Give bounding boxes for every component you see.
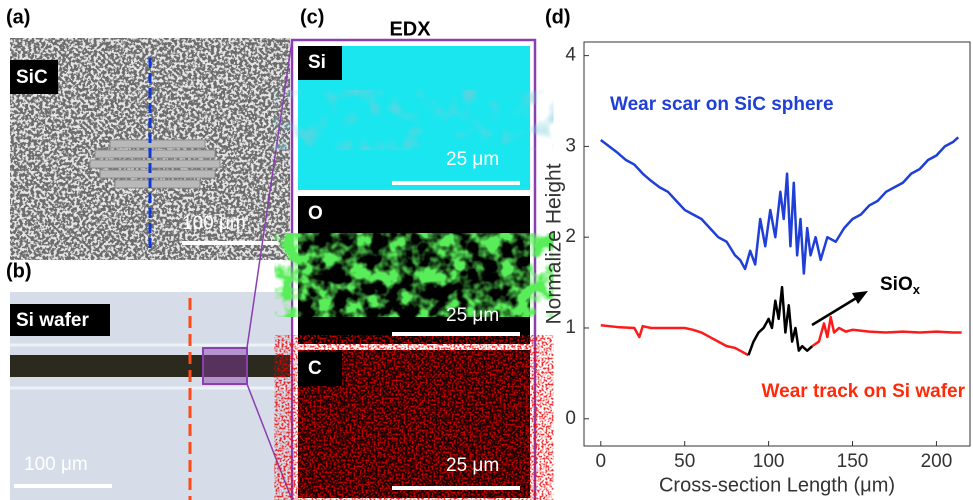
wear-track <box>10 355 290 377</box>
x-axis-label: Cross-section Length (μm) <box>659 474 895 496</box>
y-tick-label: 3 <box>565 135 576 156</box>
zoom-line <box>246 39 293 349</box>
panel-title: EDX <box>389 18 431 40</box>
annotation-text: Wear track on Si wafer <box>762 381 966 402</box>
x-tick-label: 200 <box>921 451 953 472</box>
tag-box <box>298 46 342 80</box>
tag: C <box>308 358 322 379</box>
tag: O <box>308 203 323 224</box>
y-tick-label: 1 <box>565 317 576 338</box>
x-tick-label: 100 <box>753 451 785 472</box>
tag-box <box>10 304 110 336</box>
tag: SiC <box>16 67 48 88</box>
o-map-band <box>298 240 530 310</box>
data-line <box>600 136 960 275</box>
zoom-line <box>246 383 293 500</box>
zoom-box <box>202 347 248 385</box>
si-map-band <box>298 95 530 145</box>
scale-label: 100 μm <box>182 213 246 234</box>
y-tick-label: 4 <box>565 45 576 66</box>
plot-area <box>583 41 971 447</box>
data-line <box>747 285 814 356</box>
tag: Si wafer <box>16 310 89 331</box>
x-tick-label: 0 <box>595 451 606 472</box>
scale-label: 100 μm <box>24 454 88 475</box>
scale-label: 25 μm <box>446 305 499 326</box>
tag-box <box>10 60 58 94</box>
annotation: Wear track on Si wafer <box>762 381 966 402</box>
x-tick-label: 150 <box>837 451 869 472</box>
panel-label: (c) <box>300 6 324 28</box>
annotation-arrow <box>811 295 859 327</box>
data-line <box>811 315 962 348</box>
y-tick-label: 2 <box>565 226 576 247</box>
tag: Si <box>308 52 326 73</box>
arrow-head <box>852 291 868 304</box>
annotation-text: Wear scar on SiC sphere <box>610 94 834 115</box>
annotation-text: SiO <box>880 274 913 295</box>
annotation: Wear scar on SiC sphere <box>610 94 834 115</box>
data-line <box>600 324 750 357</box>
panel-label: (d) <box>545 6 571 28</box>
y-tick-label: 0 <box>565 408 576 429</box>
panel-label: (b) <box>6 260 32 282</box>
x-tick-label: 50 <box>674 451 695 472</box>
scale-label: 25 μm <box>446 455 499 476</box>
tag-box <box>298 352 342 386</box>
wear-scar <box>89 139 221 189</box>
panel-label: (a) <box>6 6 30 28</box>
scale-label: 25 μm <box>446 149 499 170</box>
y-axis-label: Normalize Height <box>543 163 566 324</box>
chart: 0 50 100 150 200 0 1 2 3 4 Cross-section Length (μ… <box>543 41 971 496</box>
annotation: SiOx <box>880 274 921 297</box>
annotation-sub: x <box>913 282 921 297</box>
